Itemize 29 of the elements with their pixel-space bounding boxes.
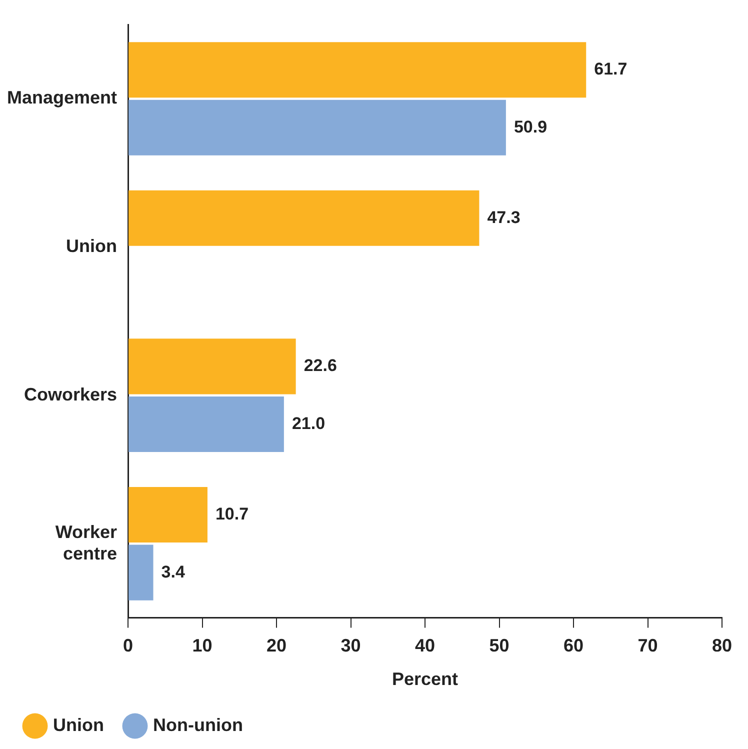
bar [128, 544, 154, 600]
y-tick-label: Union [66, 236, 118, 256]
data-label: 61.7 [594, 60, 628, 79]
y-tick-label: Coworkers [24, 384, 118, 404]
bar [128, 190, 480, 246]
y-tick-label: Management [6, 88, 118, 108]
bar [128, 42, 586, 98]
x-tick-label: 0 [123, 636, 134, 656]
legend-label: Non-union [152, 714, 243, 735]
bar [128, 396, 284, 452]
x-axis-title: Percent [392, 669, 458, 690]
data-label: 3.4 [161, 562, 186, 582]
bar [128, 486, 208, 542]
data-label: 50.9 [514, 117, 548, 136]
x-tick-label: 40 [414, 636, 436, 656]
x-tick-label: 60 [563, 636, 584, 656]
x-tick-label: 10 [192, 636, 212, 656]
x-tick-label: 70 [638, 636, 658, 656]
x-tick-label: 50 [489, 636, 510, 656]
bar [128, 100, 506, 156]
x-tick-label: 80 [712, 636, 732, 656]
bar [128, 338, 296, 394]
data-label: 10.7 [215, 504, 249, 524]
data-label: 47.3 [487, 208, 520, 227]
y-tick-label: Worker centre [55, 522, 118, 564]
x-tick-label: 20 [266, 636, 287, 656]
data-label: 21.0 [292, 414, 326, 433]
data-label: 22.6 [304, 356, 337, 376]
x-tick-label: 30 [340, 636, 361, 656]
